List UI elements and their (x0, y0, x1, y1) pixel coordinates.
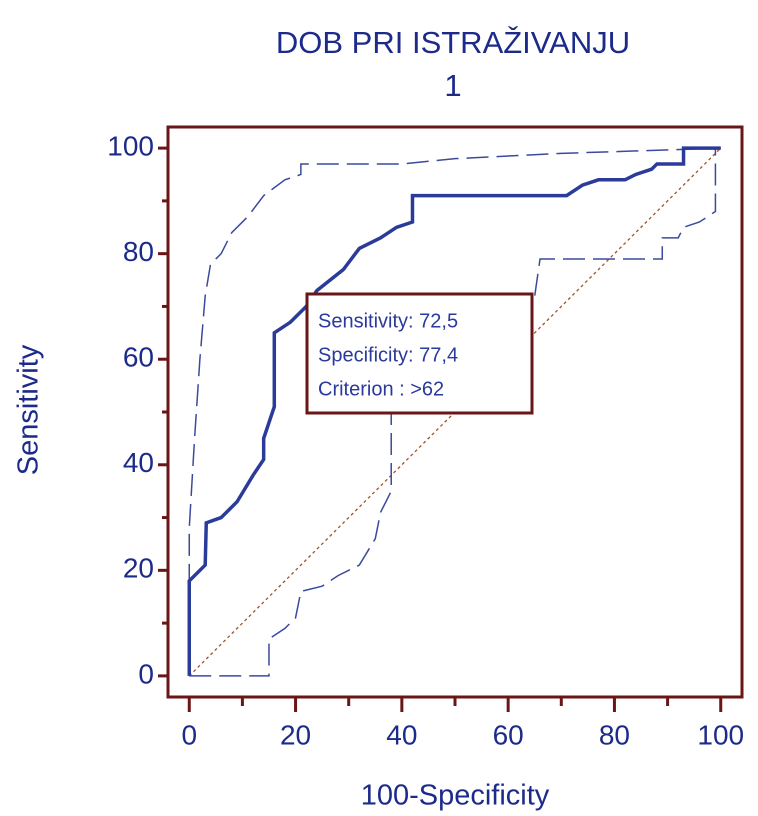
x-tick-label: 20 (280, 719, 311, 750)
y-tick-label: 20 (123, 553, 154, 584)
annotation-text: Sensitivity: 72,5 (318, 310, 458, 332)
x-tick-label: 0 (181, 719, 197, 750)
plot-frame (166, 125, 744, 699)
chart-title: DOB PRI ISTRAŽIVANJU (276, 25, 630, 60)
annotation-box (305, 292, 534, 415)
x-tick-label: 60 (493, 719, 524, 750)
x-tick-label: 100 (697, 719, 744, 750)
y-tick-label: 40 (123, 447, 154, 478)
y-tick-label: 60 (123, 342, 154, 373)
y-tick-label: 100 (107, 131, 154, 162)
x-tick-label: 80 (599, 719, 630, 750)
y-axis-label: Sensitivity (13, 344, 45, 475)
x-axis-label: 100-Specificity (361, 780, 550, 812)
y-tick-label: 80 (123, 236, 154, 267)
x-tick-label: 40 (386, 719, 417, 750)
roc-line (187, 146, 721, 676)
roc-line (188, 147, 721, 676)
annotation-text: Criterion : >62 (318, 378, 444, 400)
annotation-text: Specificity: 77,4 (318, 344, 458, 366)
y-tick-label: 0 (138, 658, 154, 689)
chart-subtitle: 1 (444, 68, 461, 103)
